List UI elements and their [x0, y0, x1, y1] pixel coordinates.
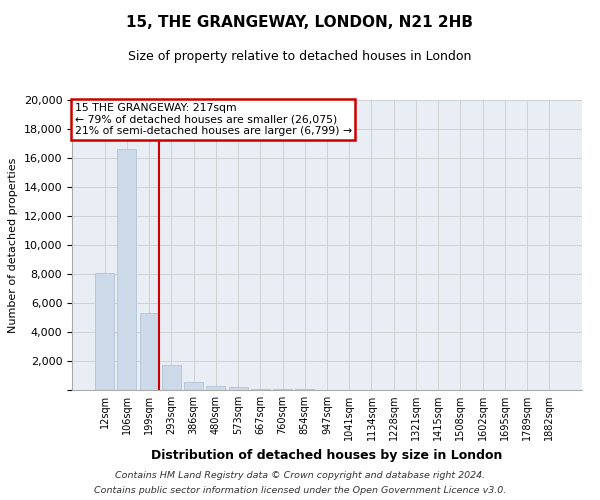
- X-axis label: Distribution of detached houses by size in London: Distribution of detached houses by size …: [151, 448, 503, 462]
- Y-axis label: Number of detached properties: Number of detached properties: [8, 158, 18, 332]
- Bar: [140, 313, 158, 390]
- Bar: [229, 388, 248, 390]
- Text: 15, THE GRANGEWAY, LONDON, N21 2HB: 15, THE GRANGEWAY, LONDON, N21 2HB: [127, 15, 473, 30]
- Bar: [184, 382, 203, 390]
- Bar: [118, 150, 136, 390]
- Bar: [273, 389, 292, 390]
- Bar: [251, 388, 270, 390]
- Text: Contains public sector information licensed under the Open Government Licence v3: Contains public sector information licen…: [94, 486, 506, 495]
- Text: Contains HM Land Registry data © Crown copyright and database right 2024.: Contains HM Land Registry data © Crown c…: [115, 471, 485, 480]
- Bar: [206, 386, 225, 390]
- Text: 15 THE GRANGEWAY: 217sqm
← 79% of detached houses are smaller (26,075)
21% of se: 15 THE GRANGEWAY: 217sqm ← 79% of detach…: [74, 103, 352, 136]
- Bar: [95, 272, 114, 390]
- Bar: [162, 364, 181, 390]
- Text: Size of property relative to detached houses in London: Size of property relative to detached ho…: [128, 50, 472, 63]
